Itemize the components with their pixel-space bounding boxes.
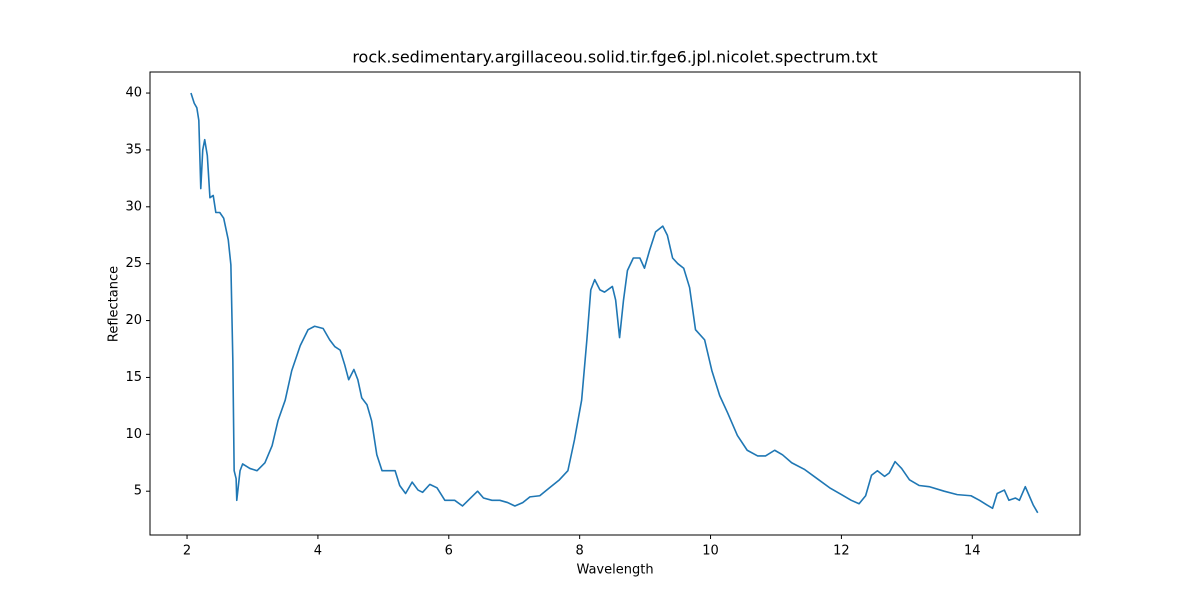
plot-frame xyxy=(149,71,1081,536)
y-axis-label: Reflectance xyxy=(107,266,122,342)
x-tick-label: 4 xyxy=(314,544,322,559)
x-tick-label: 6 xyxy=(445,544,453,559)
x-tick-label: 10 xyxy=(702,544,719,559)
y-tick-label: 15 xyxy=(125,370,142,385)
y-tick-label: 30 xyxy=(125,199,142,214)
y-tick-label: 25 xyxy=(125,256,142,271)
y-tick-label: 20 xyxy=(125,313,142,328)
y-tick-label: 10 xyxy=(125,427,142,442)
x-axis-label: Wavelength xyxy=(576,563,653,578)
chart-title: rock.sedimentary.argillaceou.solid.tir.f… xyxy=(352,48,877,67)
y-tick-label: 5 xyxy=(134,484,142,499)
x-tick-label: 14 xyxy=(964,544,981,559)
y-tick-label: 40 xyxy=(125,86,142,101)
spectrum-line xyxy=(190,92,1039,514)
x-tick-label: 12 xyxy=(833,544,850,559)
y-tick-label: 35 xyxy=(125,142,142,157)
x-tick-label: 2 xyxy=(183,544,191,559)
x-tick-label: 8 xyxy=(576,544,584,559)
